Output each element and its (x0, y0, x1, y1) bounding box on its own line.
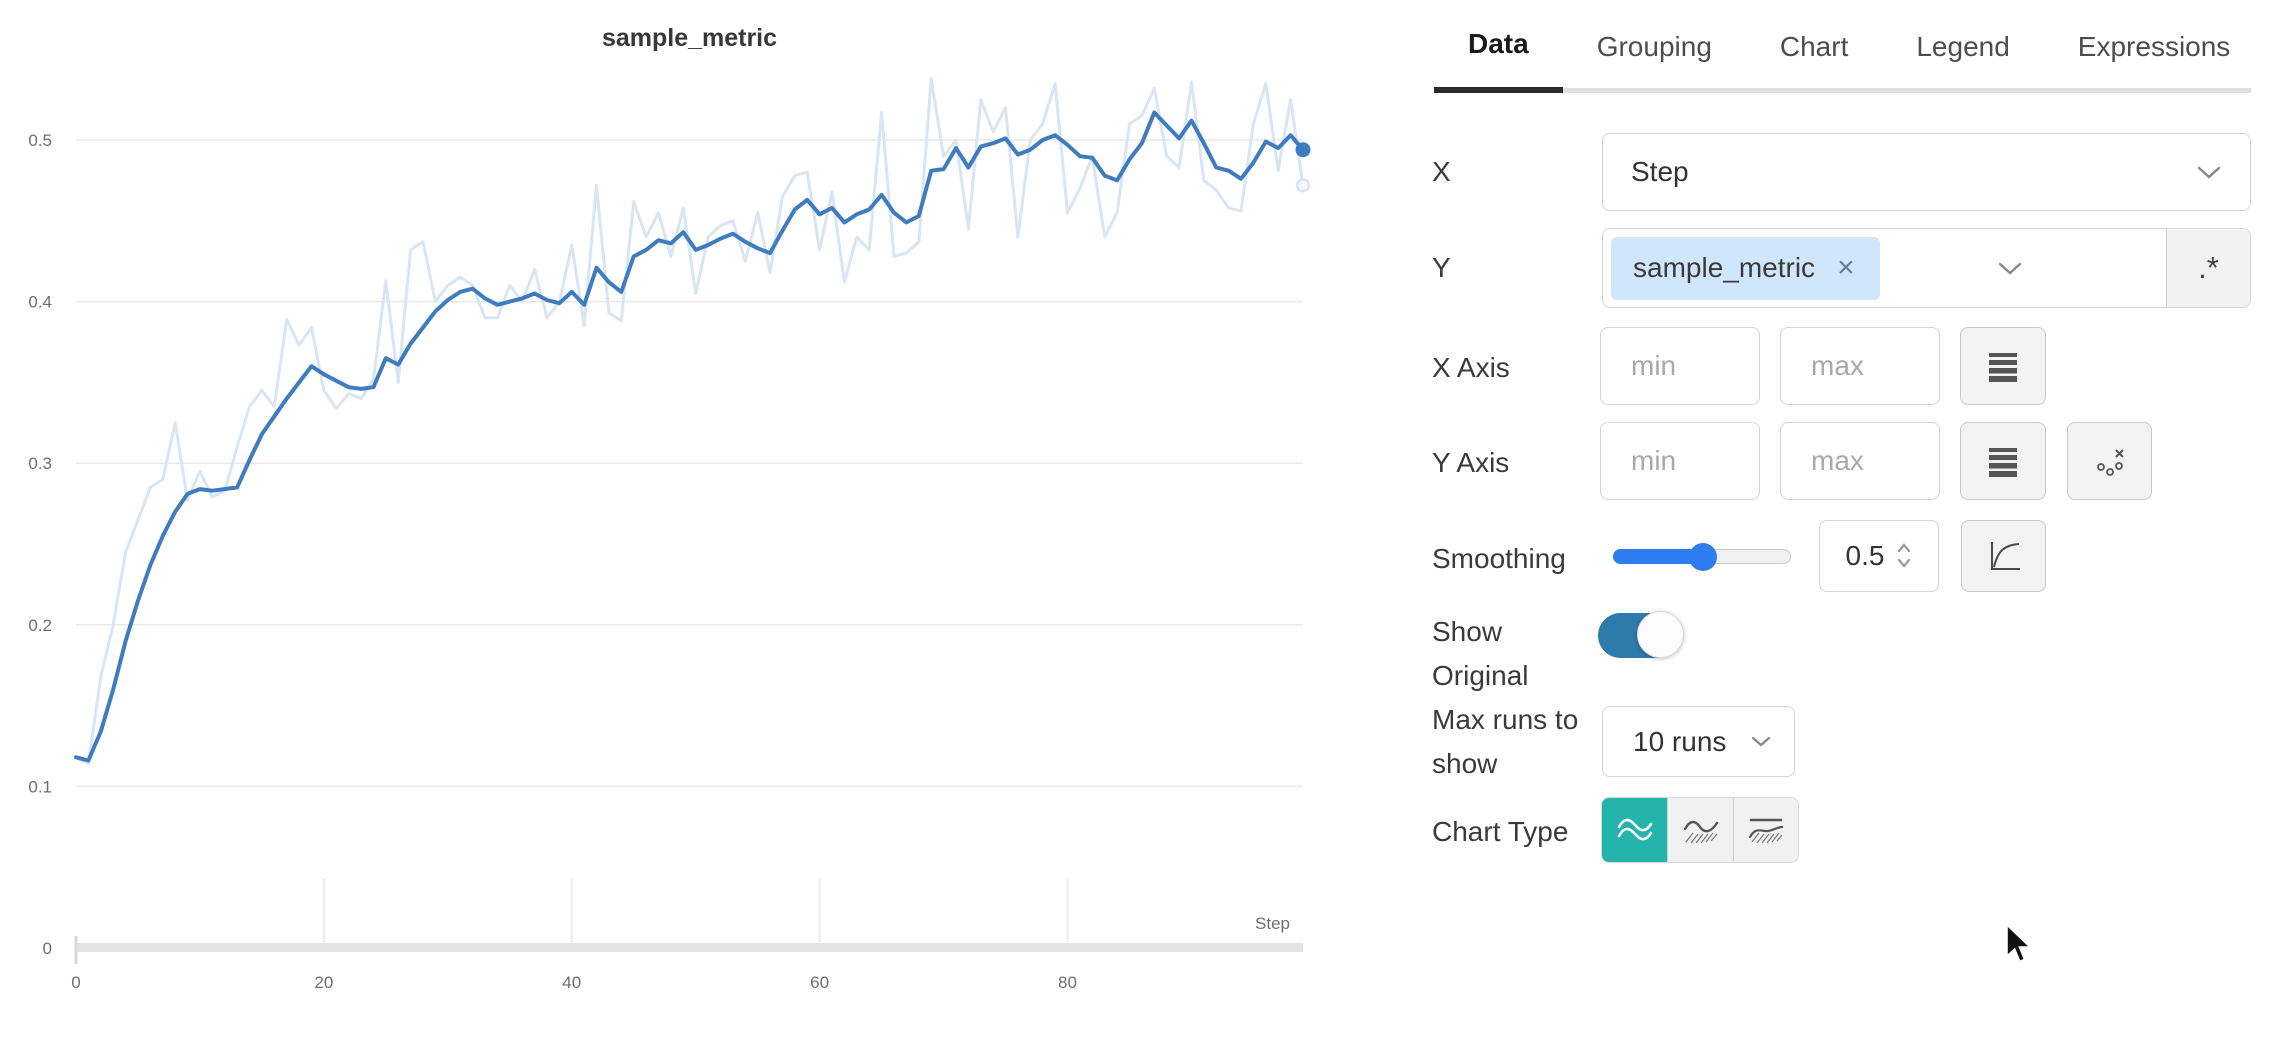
y-metric-tag-label: sample_metric (1633, 252, 1816, 283)
x-tick-label: 40 (562, 973, 581, 992)
x-value-dropdown[interactable]: Step (1602, 133, 2251, 211)
tab-grouping[interactable]: Grouping (1596, 30, 1712, 62)
smoothed-series-line (74, 110, 1305, 763)
regex-label: .* (2198, 250, 2219, 285)
smoothing-curve-icon (1990, 542, 2020, 570)
smoothing-type-button[interactable] (1961, 520, 2046, 592)
x-value: Step (1631, 156, 1689, 187)
chart-type-area-button[interactable] (1667, 798, 1732, 862)
tab-chart[interactable]: Chart (1779, 30, 1849, 62)
number-stepper-icon[interactable] (1896, 541, 1912, 571)
y-tick-label: 0.3 (28, 454, 52, 473)
chart-type-percentile-button[interactable] (1732, 798, 1798, 862)
x-tick-label: 80 (1058, 973, 1077, 992)
smoothing-slider-fill (1613, 549, 1710, 564)
y-tick-label: 0.1 (28, 777, 52, 796)
line-plot-icon (1617, 818, 1652, 841)
tab-data[interactable]: Data (1434, 0, 1563, 93)
x-tick-label: 0 (71, 973, 80, 992)
show-original-label: Show Original (1432, 616, 1529, 691)
percentile-plot-icon (1748, 818, 1783, 844)
remove-metric-icon[interactable]: × (1837, 251, 1855, 284)
chevron-down-icon (1751, 736, 1771, 747)
smoothing-value: 0.5 (1845, 540, 1885, 571)
tab-expressions[interactable]: Expressions (2077, 30, 2231, 62)
y-metric-tag[interactable]: sample_metric × (1611, 236, 1880, 300)
x-tick-label: 60 (810, 973, 829, 992)
y-axis-max-input[interactable] (1780, 422, 1940, 500)
log-scale-icon (1989, 448, 2017, 477)
regex-toggle-button[interactable]: .* (2166, 229, 2250, 307)
y-value-dropdown[interactable]: sample_metric × .* (1602, 228, 2251, 308)
mouse-cursor (2006, 925, 2032, 963)
max-runs-label: Max runs to show (1432, 704, 1579, 779)
area-plot-icon (1683, 820, 1718, 844)
chart-type-line-button[interactable] (1602, 798, 1668, 862)
smoothing-slider-thumb[interactable] (1689, 543, 1717, 571)
tab-underline (1434, 88, 2251, 93)
smoothing-value-input[interactable]: 0.5 (1819, 520, 1939, 592)
chart-type-segmented-control (1601, 797, 1799, 863)
smoothing-row-label: Smoothing (1432, 543, 1566, 574)
y-tick-label: 0.5 (28, 131, 52, 150)
panel-tabs: Data Grouping Chart Legend Expressions (1434, 0, 2264, 93)
y-tick-label: 0.2 (28, 616, 52, 635)
x-axis-min-input[interactable] (1600, 327, 1760, 405)
chart-title: sample_metric (601, 24, 778, 52)
ignore-outliers-button[interactable] (2067, 422, 2152, 500)
chevron-down-icon (2197, 166, 2221, 179)
tab-legend[interactable]: Legend (1916, 30, 2010, 62)
x-tick-label: 20 (314, 973, 333, 992)
max-runs-dropdown[interactable]: 10 runs (1602, 706, 1795, 777)
chart-type-label: Chart Type (1432, 816, 1569, 847)
metric-line-chart[interactable]: 0 0.1 0.2 0.3 0.4 0.5 0 20 40 60 80 (0, 0, 1420, 1040)
y-axis-row-label: Y Axis (1432, 447, 1510, 478)
y-axis-log-scale-button[interactable] (1960, 422, 2046, 500)
x-axis-label: Step (1255, 914, 1290, 933)
outliers-icon (2096, 449, 2124, 476)
show-original-toggle-knob[interactable] (1637, 611, 1684, 658)
x-row-label: X (1432, 156, 1451, 187)
x-axis-row-label: X Axis (1432, 352, 1510, 383)
y-tick-label: 0.4 (28, 293, 52, 312)
original-series-line (74, 77, 1305, 766)
y-tick-label: 0 (43, 939, 52, 958)
x-axis-log-scale-button[interactable] (1960, 327, 2046, 405)
x-axis-max-input[interactable] (1780, 327, 1940, 405)
log-scale-icon (1989, 353, 2017, 382)
y-row-label: Y (1432, 252, 1451, 283)
max-runs-value: 10 runs (1633, 725, 1727, 757)
y-axis-min-input[interactable] (1600, 422, 1760, 500)
chevron-down-icon (1998, 262, 2022, 275)
